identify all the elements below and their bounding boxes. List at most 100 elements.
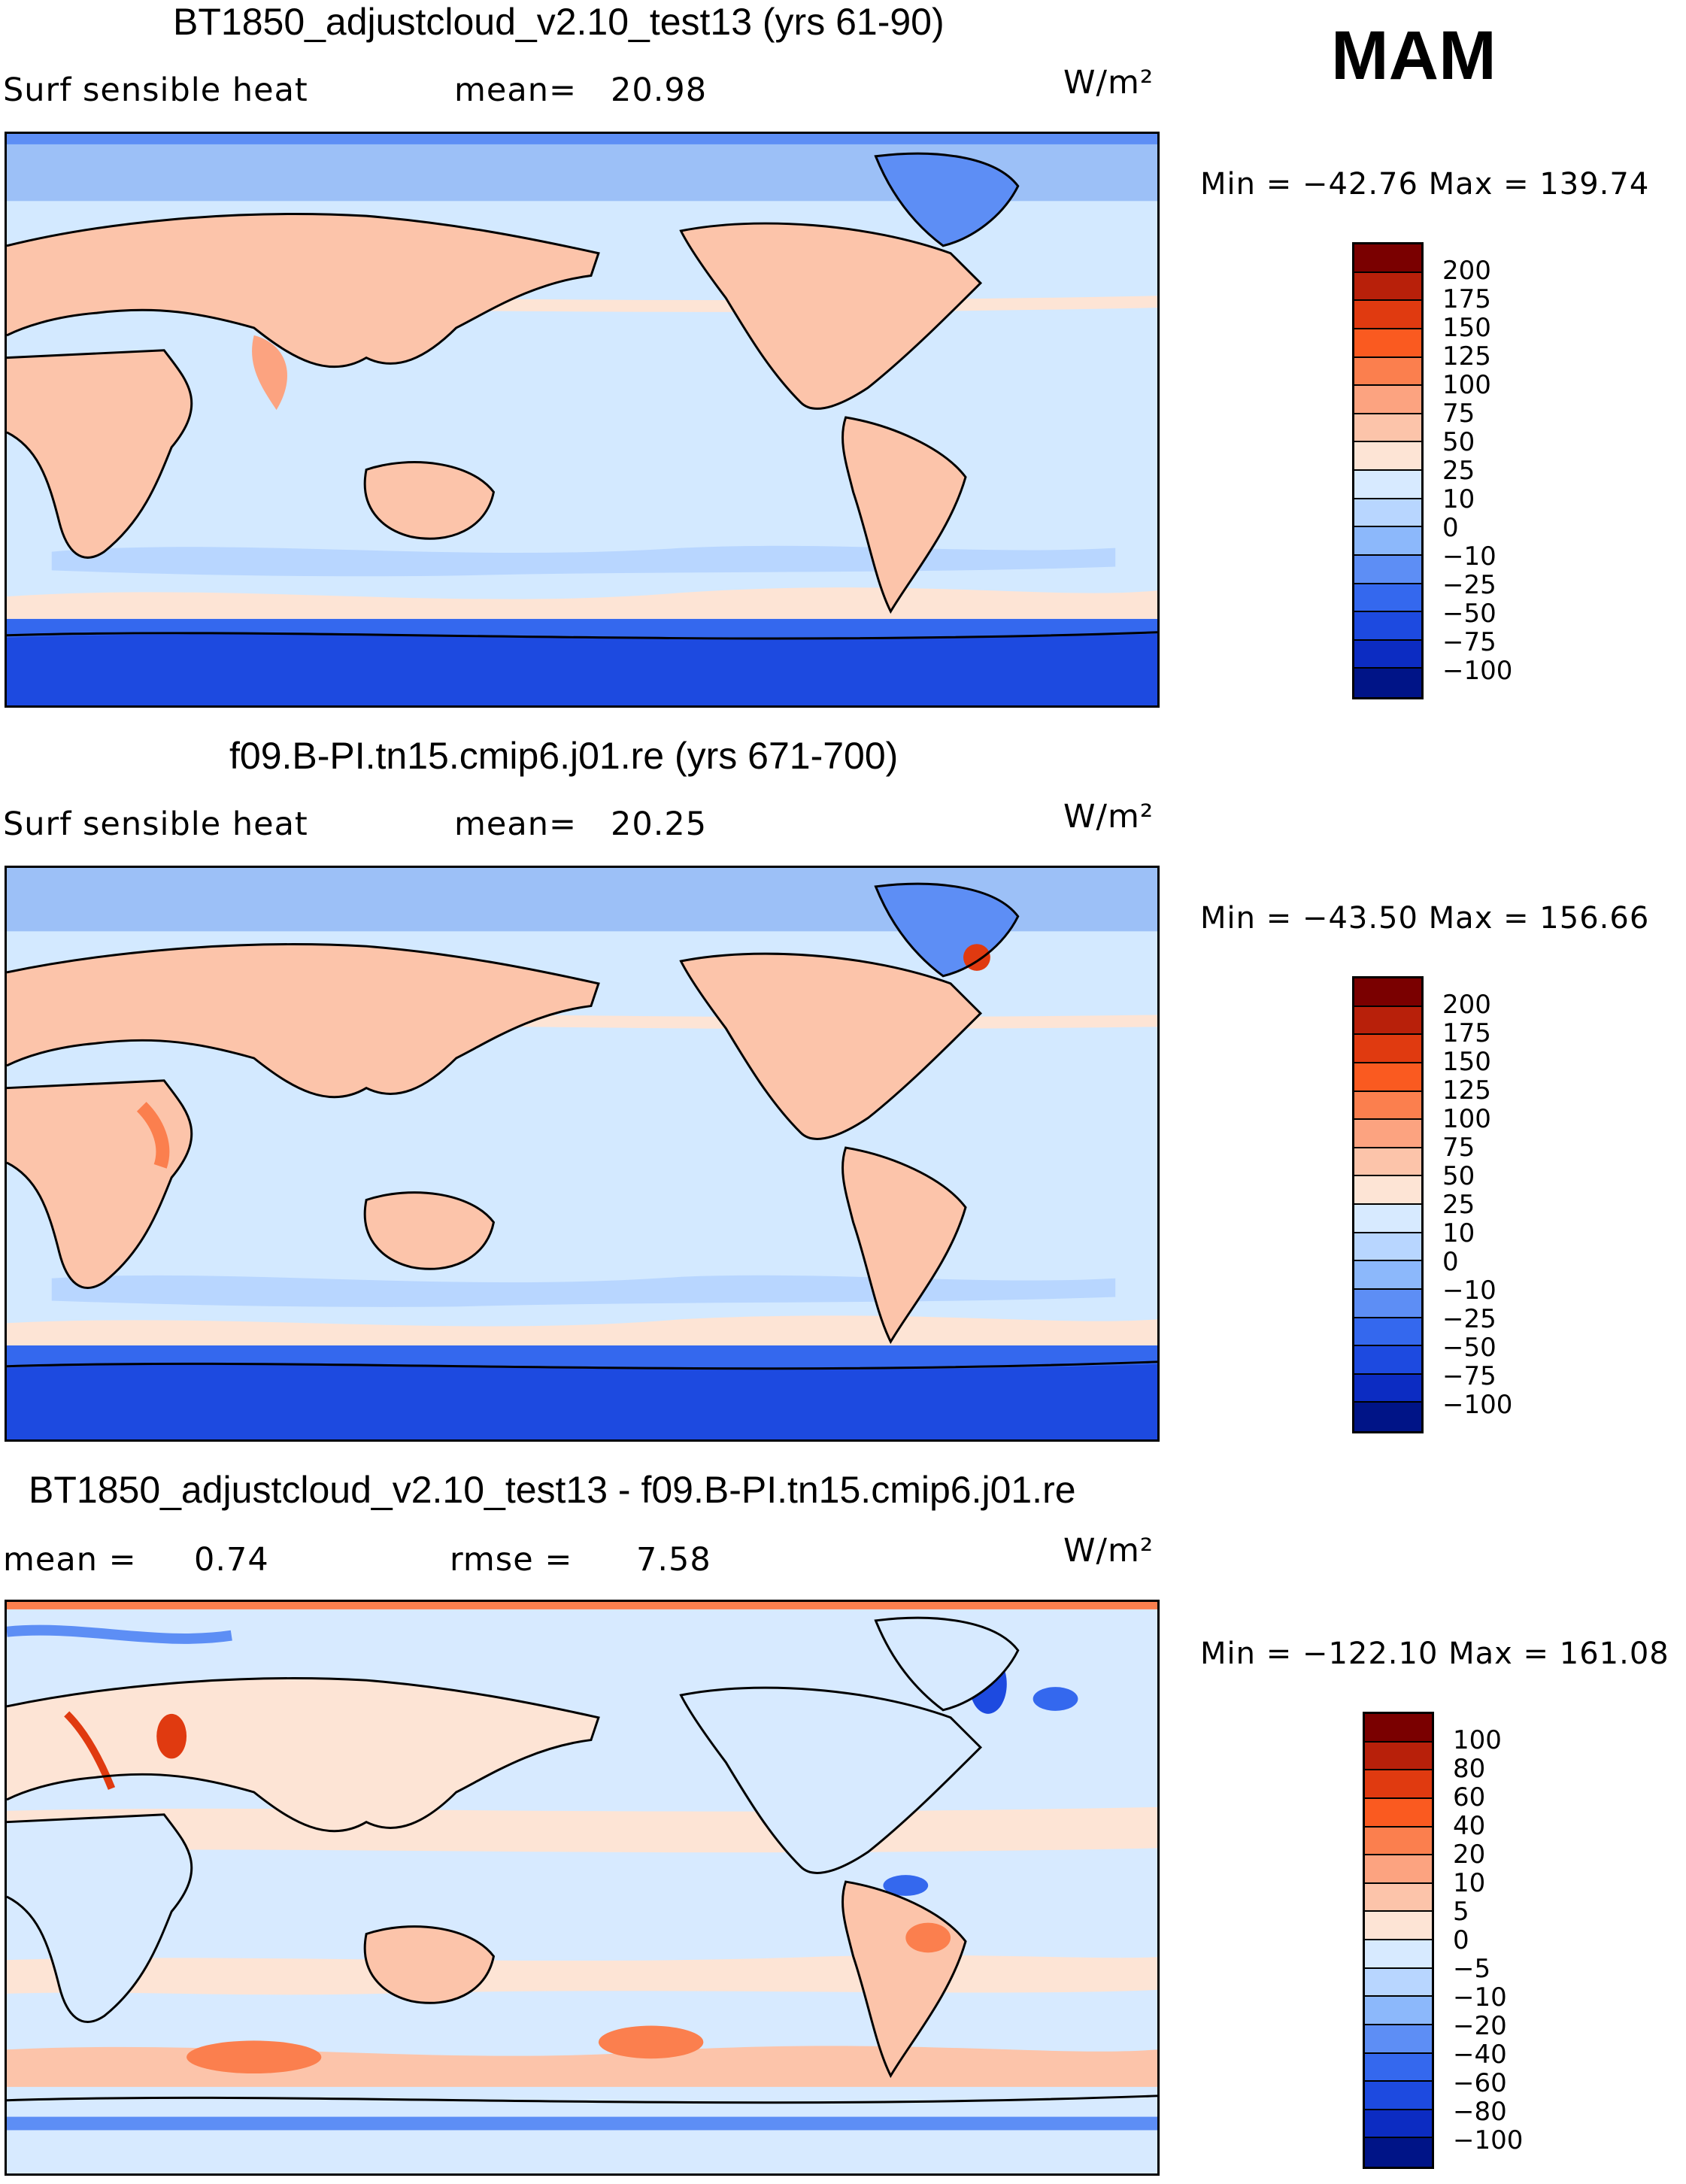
colorbar-swatch: [1354, 1233, 1421, 1262]
colorbar-swatch: [1354, 386, 1421, 414]
panel-1-colorbar: [1352, 242, 1424, 699]
panel-1-colorbar-labels: 200 175 150 125 100 75 50 25 10 0 −10 −25 −50 −75 −100: [1442, 242, 1593, 699]
colorbar-swatch: [1354, 1063, 1421, 1092]
colorbar-tick-label: −20: [1453, 2011, 1507, 2041]
colorbar-swatch: [1354, 1091, 1421, 1121]
panel-1-variable-label: Surf sensible heat: [3, 71, 308, 109]
panel-2-map: [5, 866, 1160, 1442]
colorbar-swatch: [1354, 357, 1421, 387]
panel-2-mean-value: 20.25: [611, 805, 708, 843]
colorbar-tick-label: 75: [1442, 1133, 1475, 1163]
colorbar-tick-label: −40: [1453, 2040, 1507, 2070]
panel-3-units: W/m²: [1063, 1532, 1154, 1570]
panel-2-colorbar: [1352, 976, 1424, 1433]
panel-1-minmax: Min = −42.76 Max = 139.74: [1200, 167, 1650, 202]
colorbar-tick-label: 125: [1442, 341, 1491, 372]
panel-3-map-svg: [7, 1602, 1157, 2173]
colorbar-tick-label: −25: [1442, 570, 1496, 600]
colorbar-tick-label: −50: [1442, 1333, 1496, 1363]
colorbar-swatch: [1365, 1997, 1432, 2025]
colorbar-swatch: [1354, 1261, 1421, 1290]
colorbar-tick-label: 10: [1442, 1218, 1475, 1248]
colorbar-tick-label: 60: [1453, 1782, 1486, 1812]
panel-3-mean-label: mean =: [3, 1541, 137, 1579]
colorbar-swatch: [1365, 1798, 1432, 1828]
colorbar-tick-label: −10: [1442, 1276, 1496, 1306]
colorbar-swatch: [1354, 1205, 1421, 1233]
colorbar-tick-label: −75: [1442, 627, 1496, 657]
colorbar-swatch: [1365, 1968, 1432, 1997]
colorbar-swatch: [1354, 978, 1421, 1007]
colorbar-swatch: [1354, 527, 1421, 556]
panel-3-colorbar-labels: 100 80 60 40 20 10 5 0 −5 −10 −20 −40 −60 −80 −100: [1453, 1712, 1603, 2169]
colorbar-tick-label: 175: [1442, 284, 1491, 314]
colorbar-swatch: [1365, 2082, 1432, 2110]
colorbar-swatch: [1365, 1855, 1432, 1884]
panel-2-colorbar-labels: 200 175 150 125 100 75 50 25 10 0 −10 −25 −50 −75 −100: [1442, 976, 1593, 1433]
panel-3-title: BT1850_adjustcloud_v2.10_test13 - f09.B-…: [29, 1469, 1076, 1511]
colorbar-swatch: [1354, 1374, 1421, 1403]
colorbar-swatch: [1354, 1176, 1421, 1205]
colorbar-tick-label: 75: [1442, 399, 1475, 429]
colorbar-swatch: [1365, 1714, 1432, 1743]
colorbar-tick-label: 150: [1442, 313, 1491, 343]
colorbar-tick-label: 50: [1442, 427, 1475, 457]
colorbar-tick-label: −5: [1453, 1954, 1491, 1984]
colorbar-swatch: [1354, 1346, 1421, 1375]
colorbar-tick-label: −100: [1453, 2125, 1524, 2155]
panel-2-title: f09.B-PI.tn15.cmip6.j01.re (yrs 671-700): [229, 735, 899, 777]
colorbar-swatch: [1365, 1770, 1432, 1799]
season-label: MAM: [1331, 17, 1496, 94]
colorbar-swatch: [1365, 1742, 1432, 1771]
colorbar-tick-label: 0: [1453, 1925, 1469, 1955]
colorbar-tick-label: −50: [1442, 599, 1496, 629]
colorbar-swatch: [1354, 1006, 1421, 1036]
panel-1-map: [5, 132, 1160, 708]
panel-2-mean-label: mean=: [454, 805, 577, 843]
colorbar-tick-label: 10: [1442, 484, 1475, 514]
colorbar-tick-label: −10: [1442, 541, 1496, 572]
colorbar-tick-label: −10: [1453, 1982, 1507, 2013]
colorbar-tick-label: −80: [1453, 2097, 1507, 2127]
colorbar-swatch: [1365, 1912, 1432, 1940]
colorbar-tick-label: −75: [1442, 1361, 1496, 1391]
colorbar-tick-label: 40: [1453, 1811, 1486, 1841]
colorbar-tick-label: 0: [1442, 513, 1459, 543]
colorbar-swatch: [1354, 1035, 1421, 1063]
colorbar-swatch: [1365, 2110, 1432, 2139]
colorbar-swatch: [1354, 442, 1421, 471]
panel-3-map: [5, 1600, 1160, 2176]
colorbar-swatch: [1354, 1403, 1421, 1431]
colorbar-tick-label: 50: [1442, 1161, 1475, 1191]
panel-2-minmax: Min = −43.50 Max = 156.66: [1200, 901, 1650, 936]
colorbar-swatch: [1354, 499, 1421, 528]
colorbar-tick-label: 125: [1442, 1075, 1491, 1106]
colorbar-swatch: [1354, 1148, 1421, 1177]
colorbar-tick-label: 200: [1442, 256, 1491, 286]
colorbar-swatch: [1365, 1827, 1432, 1856]
panel-1-map-svg: [7, 134, 1157, 705]
colorbar-swatch: [1354, 584, 1421, 613]
colorbar-swatch: [1354, 555, 1421, 584]
panel-3-mean-value: 0.74: [194, 1541, 269, 1579]
colorbar-swatch: [1365, 2025, 1432, 2054]
colorbar-tick-label: 80: [1453, 1754, 1486, 1784]
panel-3-rmse-value: 7.58: [636, 1541, 711, 1579]
colorbar-swatch: [1354, 272, 1421, 302]
colorbar-swatch: [1354, 1318, 1421, 1347]
colorbar-tick-label: 150: [1442, 1047, 1491, 1077]
colorbar-swatch: [1365, 2138, 1432, 2167]
panel-1-mean-label: mean=: [454, 71, 577, 109]
colorbar-tick-label: −100: [1442, 656, 1513, 686]
colorbar-swatch: [1354, 669, 1421, 697]
panel-2-map-svg: [7, 868, 1157, 1439]
panel-1-mean-value: 20.98: [611, 71, 708, 109]
panel-3-minmax: Min = −122.10 Max = 161.08: [1200, 1636, 1669, 1671]
colorbar-tick-label: −60: [1453, 2068, 1507, 2098]
colorbar-swatch: [1354, 612, 1421, 641]
colorbar-swatch: [1365, 2053, 1432, 2082]
panel-1-units: W/m²: [1063, 64, 1154, 102]
colorbar-tick-label: 5: [1453, 1897, 1469, 1927]
colorbar-tick-label: −100: [1442, 1390, 1513, 1420]
colorbar-tick-label: 100: [1453, 1725, 1502, 1755]
